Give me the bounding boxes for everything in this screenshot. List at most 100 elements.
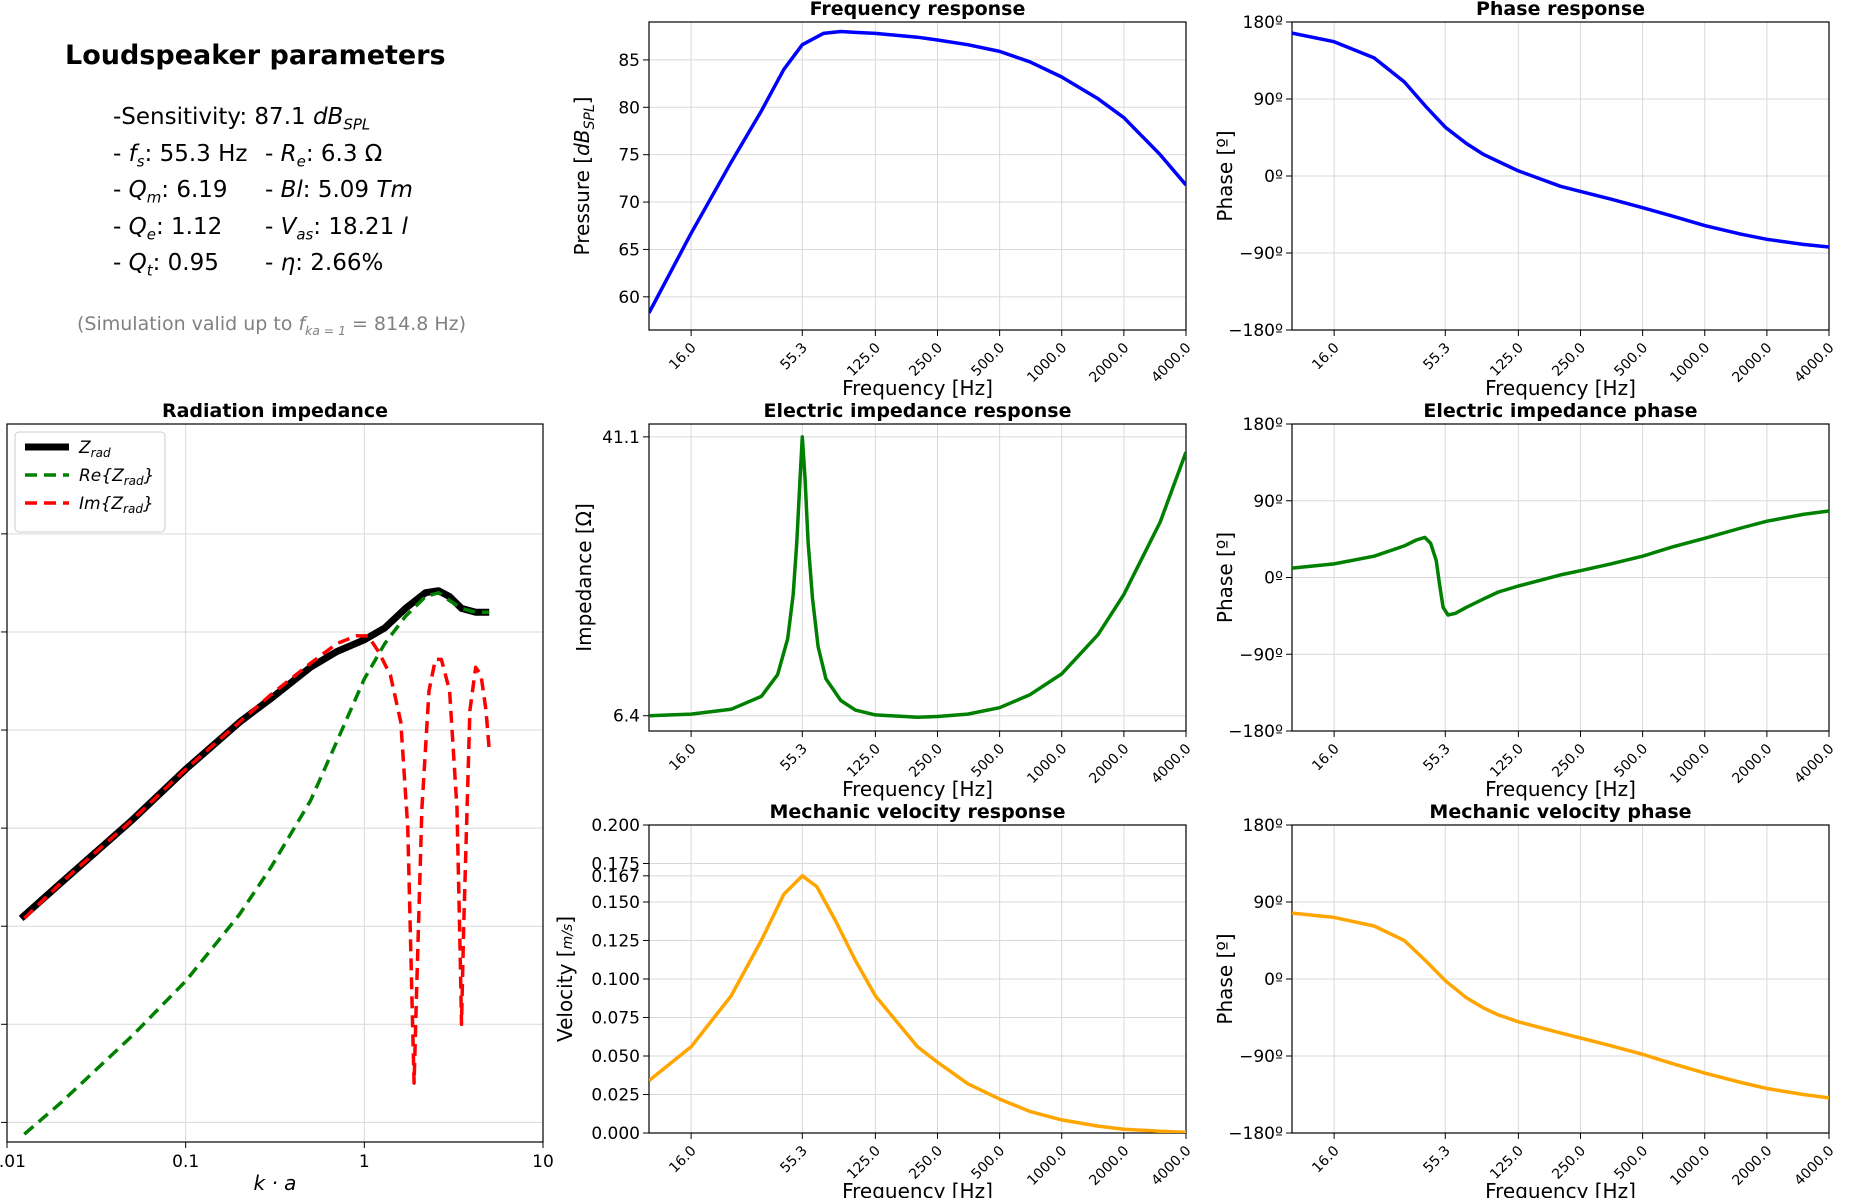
x-tick-label: 1000.0 bbox=[1024, 741, 1070, 787]
param-subscript: s bbox=[136, 152, 145, 171]
y-tick-label: 75 bbox=[618, 146, 640, 166]
y-axis-label: Impedance [Ω] bbox=[572, 503, 596, 652]
x-tick-label: 4000.0 bbox=[1792, 340, 1838, 386]
series-line-0 bbox=[1292, 911, 1829, 1100]
parameter-left-3: - Qt: 0.95 bbox=[113, 250, 219, 280]
y-tick-label: 60 bbox=[618, 288, 640, 308]
y-tick-label: 0.075 bbox=[591, 1009, 640, 1029]
parameter-left-1: - Qm: 6.19 bbox=[113, 177, 228, 207]
x-tick-label: 1000.0 bbox=[1024, 340, 1070, 386]
param-symbol: f bbox=[128, 141, 137, 167]
axes-frame bbox=[648, 423, 1187, 732]
chart-title: Phase response bbox=[1476, 0, 1645, 20]
param-value: : 5.09 bbox=[302, 177, 377, 203]
parameter-left-0: - fs: 55.3 Hz bbox=[113, 141, 247, 171]
y-axis-label-part: m/s bbox=[560, 924, 576, 950]
sensitivity-value: -Sensitivity: 87.1 dBSPL bbox=[113, 104, 370, 134]
legend-sub: rad bbox=[124, 474, 144, 488]
param-subscript: e bbox=[296, 152, 306, 171]
y-axis-label: Phase [º] bbox=[1213, 933, 1237, 1024]
x-tick-label: 250.0 bbox=[1549, 741, 1589, 781]
legend-post: } bbox=[143, 494, 154, 514]
y-tick-label: 0.050 bbox=[591, 1047, 640, 1067]
series-line-0 bbox=[649, 435, 1186, 720]
param-unit: l bbox=[401, 214, 408, 240]
validity-symbol: f bbox=[298, 313, 306, 335]
x-tick-label: 500.0 bbox=[1611, 340, 1651, 380]
y-tick-label: 0º bbox=[1264, 970, 1283, 990]
chart-title: Radiation impedance bbox=[162, 400, 388, 422]
series-line-0 bbox=[649, 874, 1186, 1133]
param-prefix: - bbox=[265, 250, 281, 276]
y-tick-label: 0.000 bbox=[591, 1124, 640, 1144]
y-tick-label: 0º bbox=[1264, 167, 1283, 187]
param-value: : 18.21 bbox=[313, 214, 402, 240]
x-axis-label: Frequency [Hz] bbox=[842, 777, 993, 801]
legend-box bbox=[14, 431, 166, 533]
x-tick-label: 500.0 bbox=[1611, 741, 1651, 781]
x-tick-label: 0.1 bbox=[172, 1152, 199, 1172]
x-tick-label: 2000.0 bbox=[1729, 340, 1775, 386]
y-axis-label-part: Phase [º] bbox=[1213, 532, 1237, 623]
y-tick-label: −90º bbox=[1239, 1047, 1283, 1067]
y-tick-label: 90º bbox=[1253, 90, 1283, 110]
parameter-right-3: - η: 2.66% bbox=[265, 250, 383, 276]
x-tick-label: 16.0 bbox=[666, 1143, 699, 1176]
x-tick-label: 2000.0 bbox=[1729, 741, 1775, 787]
y-axis-label: Pressure [dBSPL] bbox=[570, 97, 598, 256]
y-tick-label: 0.100 bbox=[591, 970, 640, 990]
x-axis-label: Frequency [Hz] bbox=[842, 1179, 993, 1198]
loudspeaker-parameters-panel: Loudspeaker parameters -Sensitivity: 87.… bbox=[0, 0, 560, 360]
x-tick-label: 500.0 bbox=[968, 741, 1008, 781]
y-tick-label: 0.167 bbox=[591, 867, 640, 887]
y-tick-label: 65 bbox=[618, 240, 640, 260]
y-axis-label: Velocity [m/s] bbox=[553, 916, 577, 1042]
parameter-left-2: - Qe: 1.12 bbox=[113, 214, 222, 244]
x-tick-label: 4000.0 bbox=[1792, 741, 1838, 787]
y-tick-label: 0.175 bbox=[591, 855, 640, 875]
param-subscript: as bbox=[296, 225, 314, 244]
x-tick-label: 4000.0 bbox=[1149, 741, 1195, 787]
y-tick-label: 0º bbox=[1264, 569, 1283, 589]
x-axis-label: Frequency [Hz] bbox=[1485, 777, 1636, 801]
y-tick-label: 0.125 bbox=[591, 932, 640, 952]
y-tick-label: −90º bbox=[1239, 244, 1283, 264]
parameter-right-0: - Re: 6.3 Ω bbox=[265, 141, 382, 171]
y-axis-label-part: Phase [º] bbox=[1213, 130, 1237, 221]
param-prefix: - bbox=[113, 214, 129, 240]
chart-title: Electric impedance phase bbox=[1423, 400, 1697, 422]
legend-sub: rad bbox=[123, 502, 143, 516]
x-axis-label: Frequency [Hz] bbox=[1485, 1179, 1636, 1198]
x-tick-label: 2000.0 bbox=[1086, 1143, 1132, 1189]
param-value: : 2.66% bbox=[295, 250, 384, 276]
y-tick-label: 41.1 bbox=[602, 428, 640, 448]
y-tick-label: 0.025 bbox=[591, 1086, 640, 1106]
x-tick-label: 250.0 bbox=[906, 1143, 946, 1183]
y-axis-label-part: Velocity [ bbox=[553, 949, 577, 1042]
y-axis-label: Phase [º] bbox=[1213, 532, 1237, 623]
validity-rest: = 814.8 Hz) bbox=[345, 313, 467, 335]
legend-label-0: Zrad bbox=[78, 438, 111, 460]
y-axis-label-part: dB bbox=[570, 129, 594, 155]
param-subscript: t bbox=[146, 261, 153, 280]
x-tick-label: 125.0 bbox=[844, 741, 884, 781]
x-tick-label: 55.3 bbox=[1420, 1143, 1453, 1176]
x-tick-label: 55.3 bbox=[1420, 340, 1453, 373]
x-tick-label: 500.0 bbox=[1611, 1143, 1651, 1183]
x-tick-label: 55.3 bbox=[777, 741, 810, 774]
x-tick-label: 250.0 bbox=[906, 340, 946, 380]
chart-title: Electric impedance response bbox=[764, 400, 1072, 422]
param-symbol: V bbox=[280, 214, 297, 240]
x-axis-label: k · a bbox=[254, 1171, 297, 1195]
series-line-0 bbox=[1292, 509, 1829, 617]
x-tick-label: 125.0 bbox=[1487, 340, 1527, 380]
x-tick-label: 1000.0 bbox=[1667, 1143, 1713, 1189]
x-tick-label: 16.0 bbox=[666, 340, 699, 373]
y-tick-label: 80 bbox=[618, 98, 640, 118]
x-tick-label: 250.0 bbox=[1549, 1143, 1589, 1183]
param-symbol: Bl bbox=[280, 177, 303, 203]
legend-label-1: Re{Zrad} bbox=[79, 466, 154, 488]
